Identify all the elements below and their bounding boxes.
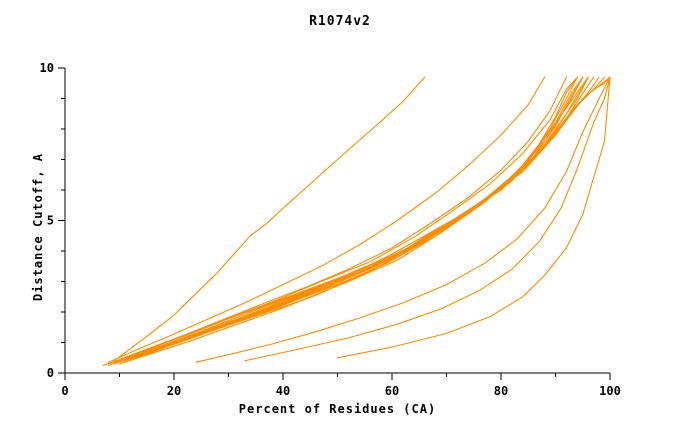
model-curve-model-10 [135,76,606,359]
model-curve-model-13 [118,76,589,365]
x-tick-label: 40 [276,384,290,398]
model-curve-model-05 [118,76,584,362]
model-curve-model-16 [108,76,546,363]
x-tick-label: 100 [599,384,621,398]
x-tick-label: 0 [61,384,68,398]
y-tick-label: 5 [47,214,54,228]
model-curve-model-01 [113,76,426,362]
model-curve-model-12 [113,76,584,365]
model-curve-model-19 [336,76,611,359]
y-axis-label: Distance Cutoff, A [31,152,45,302]
model-curve-model-06 [124,76,589,362]
y-tick-label: 10 [40,61,54,75]
x-tick-label: 20 [167,384,181,398]
model-curve-model-18 [244,76,611,362]
model-curve-model-02 [108,76,578,365]
model-curve-model-15 [102,76,567,366]
model-curve-model-20 [140,76,611,357]
x-axis-label: Percent of Residues (CA) [238,402,437,416]
chart-title: R1074v2 [309,14,371,29]
model-curve-model-04 [118,76,584,363]
model-curve-model-17 [195,76,611,363]
model-curve-model-11 [135,76,611,357]
model-curve-model-03 [113,76,578,363]
x-tick-label: 60 [385,384,399,398]
y-tick-label: 0 [47,366,54,380]
x-tick-label: 80 [494,384,508,398]
model-curve-model-07 [124,76,589,360]
model-curve-model-14 [108,76,578,366]
